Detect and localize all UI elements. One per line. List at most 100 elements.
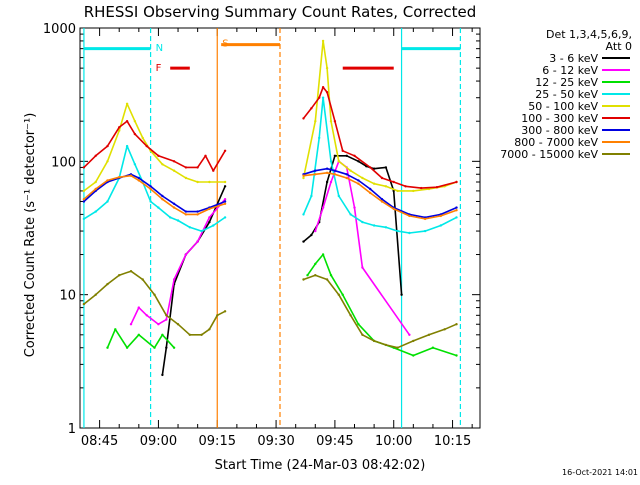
series-point [145,314,148,317]
series-point [404,185,407,188]
series-point [353,206,356,209]
series-point [125,346,129,349]
series-point [172,278,176,281]
series-point [204,154,207,157]
series-point [408,333,411,336]
y-axis-label: Corrected Count Rate (s⁻¹ detector⁻¹) [23,113,38,358]
series-point [94,293,97,296]
series-point [361,220,364,224]
series-point [169,216,172,219]
series-point [208,220,211,224]
series-point [341,293,344,296]
plot-layer: 1 10 100 1000 08:45 09:00 09:15 09:30 09:45 10:00… [43,22,481,449]
series-point [361,333,364,336]
series-point [333,154,337,157]
timestamp: 16-Oct-2021 14:01 [562,468,638,477]
series-point [188,333,191,336]
series-point [337,160,340,163]
series-point [333,169,337,172]
series-point [384,185,388,188]
series-point [145,144,148,148]
series-point [443,328,446,331]
series-point [392,180,395,184]
series-point [380,198,384,201]
series-point [455,206,458,209]
series-point [165,314,168,317]
series-point [455,354,458,357]
series-point [216,314,219,317]
series-point [329,120,333,123]
legend-label: 25 - 50 keV [535,88,598,101]
series-point [357,160,360,163]
series-point [212,169,215,172]
series-point [223,202,227,205]
series-point [302,278,305,281]
series-point [118,129,121,132]
series-point [82,200,86,203]
series-point [149,200,152,203]
series-point [318,136,321,140]
series-point [157,323,160,326]
data-layer: NF S [82,28,461,428]
series-point [137,179,140,182]
series-point [357,182,360,185]
series-point [94,180,97,184]
series-point [333,173,337,176]
series-point [223,310,227,313]
legend-label: 800 - 7000 keV [514,136,598,149]
series-point [333,120,337,123]
series-point [172,202,176,205]
series-point [431,346,435,349]
series-point [184,210,188,213]
series-point [384,343,388,347]
y-tick-label: 1000 [43,22,76,37]
flag-marker: N [156,43,163,54]
series-point [172,346,176,349]
series-point [310,194,313,198]
series-point [161,194,164,198]
legend-label: 6 - 12 keV [542,64,598,77]
series-point [118,176,121,179]
legend-label: 3 - 6 keV [549,52,598,65]
series-point [321,96,325,99]
series-point [349,314,352,317]
series-point [141,278,144,281]
legend-header: Att 0 [606,40,632,53]
series-point [345,173,348,176]
series-point [129,323,133,326]
x-tick-label: 09:00 [140,434,177,449]
series-point [82,166,86,169]
series-point [345,176,348,180]
series-point [161,333,164,336]
series-point [361,176,364,180]
series-point [314,169,317,172]
series-point [310,233,313,237]
series-point [455,209,458,212]
series-point [392,207,395,211]
series-point [125,144,129,148]
series-point [129,174,133,177]
series-point [184,176,188,180]
series-point [106,282,109,286]
series-point [302,176,305,180]
series-point [349,213,352,216]
series-line [83,270,226,336]
series-point [427,333,431,336]
series-point [176,323,180,326]
x-tick-label: 10:00 [375,434,412,449]
legend-label: 100 - 300 keV [521,112,598,125]
series-point [141,136,144,140]
series-point [400,293,403,296]
series-point [439,224,442,227]
series-point [396,346,399,349]
series-point [337,293,340,296]
series-point [321,253,325,256]
series-point [369,191,372,195]
legend-label: 300 - 800 keV [521,124,598,137]
series-point [125,120,129,123]
series-point [384,166,388,169]
series-point [172,160,176,163]
series-point [302,213,305,216]
series-point [165,318,168,321]
series-point [208,328,211,331]
